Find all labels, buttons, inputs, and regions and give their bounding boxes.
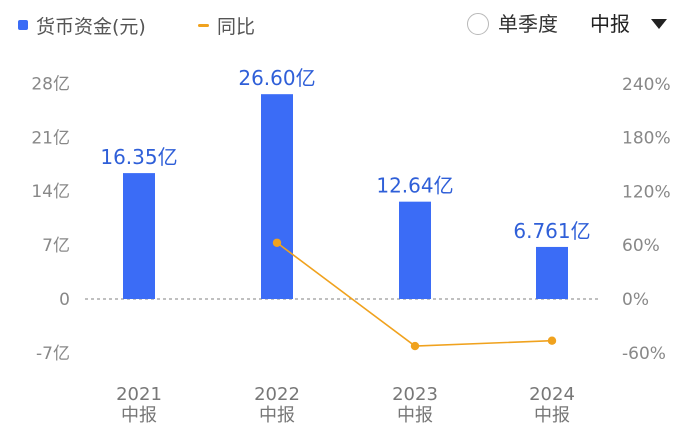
right-axis-tick-label: 180% [622, 129, 671, 149]
right-axis-tick-label: 120% [622, 182, 671, 202]
left-axis-tick-label: 7亿 [42, 236, 70, 256]
right-axis-tick-label: 60% [622, 236, 660, 256]
cash-bar [536, 246, 568, 299]
period-dropdown-value: 中报 [590, 12, 630, 36]
legend-yoy-label: 同比 [217, 15, 256, 38]
left-axis-tick-label: 28亿 [31, 74, 70, 94]
x-axis-tick-label: 中报 [534, 405, 570, 426]
yoy-point [272, 238, 282, 247]
dropdown-caret-icon [651, 19, 667, 29]
x-axis-tick-label: 2022 [254, 384, 300, 405]
x-axis-tick-label: 中报 [397, 405, 433, 426]
cash-bar [261, 94, 293, 300]
left-axis-tick-label: 0 [59, 290, 70, 310]
yoy-point [547, 336, 557, 345]
cash-bar [399, 201, 431, 299]
legend-item-yoy[interactable]: 同比 [198, 12, 255, 38]
bar-data-label: 16.35亿 [100, 145, 177, 169]
x-axis-tick-label: 2021 [116, 384, 162, 405]
legend-bar-swatch [18, 20, 28, 30]
left-axis-tick-label: 21亿 [31, 128, 70, 148]
bar-data-label: 6.761亿 [513, 219, 590, 243]
bar-data-label: 26.60亿 [238, 66, 315, 90]
x-axis-tick-label: 2024 [529, 384, 575, 405]
yoy-point [410, 341, 420, 351]
chart-toolbar: 货币资金(元) 同比 单季度 中报 [0, 0, 700, 50]
legend-line-swatch [198, 23, 209, 27]
right-axis-tick-label: 0% [622, 290, 649, 310]
legend-item-cash[interactable]: 货币资金(元) [18, 12, 146, 38]
quarter-radio[interactable] [467, 13, 489, 35]
right-axis-tick-label: -60% [622, 344, 666, 364]
x-axis-tick-label: 中报 [259, 405, 295, 426]
cash-bar [123, 173, 155, 299]
quarter-radio-label[interactable]: 单季度 [498, 12, 558, 36]
bar-data-label: 12.64亿 [376, 174, 453, 198]
period-dropdown[interactable]: 中报 [590, 10, 667, 38]
legend-cash-label: 货币资金(元) [36, 15, 146, 38]
right-axis-tick-label: 240% [622, 75, 671, 95]
x-axis-tick-label: 中报 [121, 405, 157, 426]
left-axis-tick-label: 14亿 [31, 182, 70, 202]
x-axis-tick-label: 2023 [392, 384, 438, 405]
left-axis-tick-label: -7亿 [36, 344, 70, 364]
